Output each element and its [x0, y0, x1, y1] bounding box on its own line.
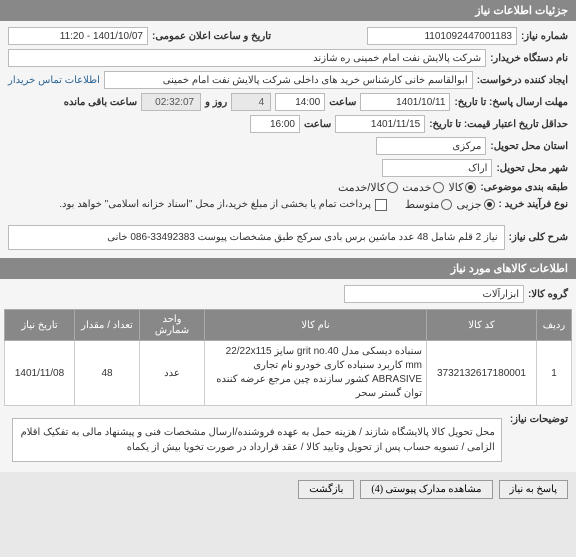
buy-partial-radio: جزیی: [456, 198, 494, 211]
request-number-label: شماره نیاز:: [521, 31, 568, 42]
city-label: شهر محل تحویل:: [496, 163, 568, 174]
table-row: 1 3732132617180001 سنباده دیسکی مدل grit…: [5, 341, 572, 406]
creator-value: ابوالقاسم خانی کارشناس خرید های داخلی شر…: [104, 71, 473, 89]
announce-date-value: 1401/10/07 - 11:20: [8, 27, 148, 45]
cell-row: 1: [537, 341, 572, 406]
request-number-value: 1101092447001183: [367, 27, 517, 45]
time-label-2: ساعت: [304, 119, 331, 130]
cell-name: سنباده دیسکی مدل grit no.40 سایز 22/22x1…: [205, 341, 427, 406]
cell-unit: عدد: [140, 341, 205, 406]
desc-label: توضیحات نیاز:: [510, 414, 568, 425]
col-code: کد کالا: [427, 310, 537, 341]
validity-date: 1401/11/15: [335, 115, 425, 133]
items-table: ردیف کد کالا نام کالا واحد شمارش تعداد /…: [4, 309, 572, 406]
province-value: مرکزی: [376, 137, 486, 155]
cell-date: 1401/11/08: [5, 341, 75, 406]
validity-label: حداقل تاریخ اعتبار قیمت: تا تاریخ:: [429, 119, 568, 130]
group-value: ابزارآلات: [344, 285, 524, 303]
cell-qty: 48: [75, 341, 140, 406]
deadline-time: 14:00: [275, 93, 325, 111]
creator-label: ایجاد کننده درخواست:: [477, 75, 568, 86]
col-unit: واحد شمارش: [140, 310, 205, 341]
subject-label: شرح کلی نیاز:: [509, 232, 568, 243]
col-qty: تعداد / مقدار: [75, 310, 140, 341]
spec-header: اطلاعات کالاهای مورد نیاز: [0, 258, 576, 279]
respond-button[interactable]: پاسخ به نیاز: [499, 480, 569, 499]
remaining-time: 02:32:07: [141, 93, 201, 111]
subject-value: نیاز 2 قلم شامل 48 عدد ماشین برس بادی سر…: [8, 225, 505, 250]
col-date: تاریخ نیاز: [5, 310, 75, 341]
cat-both-radio: کالا/خدمت: [338, 181, 398, 194]
contact-info-link[interactable]: اطلاعات تماس خریدار: [8, 75, 100, 86]
deadline-label: مهلت ارسال پاسخ: تا تاریخ:: [454, 97, 568, 108]
time-label-1: ساعت: [329, 97, 356, 108]
cat-goods-radio: کالا: [448, 181, 476, 194]
category-label: طبقه بندی موضوعی:: [480, 182, 568, 193]
announce-date-label: تاریخ و ساعت اعلان عمومی:: [152, 31, 271, 42]
group-label: گروه کالا:: [528, 289, 568, 300]
attachments-button[interactable]: مشاهده مدارک پیوستی (4): [360, 480, 492, 499]
day-count: 4: [231, 93, 271, 111]
col-name: نام کالا: [205, 310, 427, 341]
remain-label: ساعت باقی مانده: [64, 97, 137, 108]
buyer-org-value: شرکت پالایش نفت امام خمینی ره شازند: [8, 49, 486, 67]
validity-time: 16:00: [250, 115, 300, 133]
province-label: استان محل تحویل:: [490, 141, 568, 152]
city-value: اراک: [382, 159, 492, 177]
buy-type-label: نوع فرآیند خرید :: [499, 199, 568, 210]
details-panel: شماره نیاز: 1101092447001183 تاریخ و ساع…: [0, 21, 576, 217]
buyer-org-label: نام دستگاه خریدار:: [490, 53, 568, 64]
day-and-label: روز و: [205, 97, 227, 108]
treasury-checkbox: [375, 199, 387, 211]
buy-medium-radio: متوسط: [405, 198, 453, 211]
cat-service-radio: خدمت: [402, 181, 444, 194]
col-row: ردیف: [537, 310, 572, 341]
desc-value: محل تحویل کالا پالایشگاه شازند / هزینه ح…: [12, 418, 502, 462]
cell-code: 3732132617180001: [427, 341, 537, 406]
deadline-date: 1401/10/11: [360, 93, 450, 111]
back-button[interactable]: بازگشت: [298, 480, 354, 499]
panel-title-1: جزئیات اطلاعات نیاز: [0, 0, 576, 21]
treasury-note: پرداخت تمام یا بخشی از مبلغ خرید،از محل …: [59, 199, 371, 210]
footer-buttons: پاسخ به نیاز مشاهده مدارک پیوستی (4) باز…: [0, 472, 576, 507]
